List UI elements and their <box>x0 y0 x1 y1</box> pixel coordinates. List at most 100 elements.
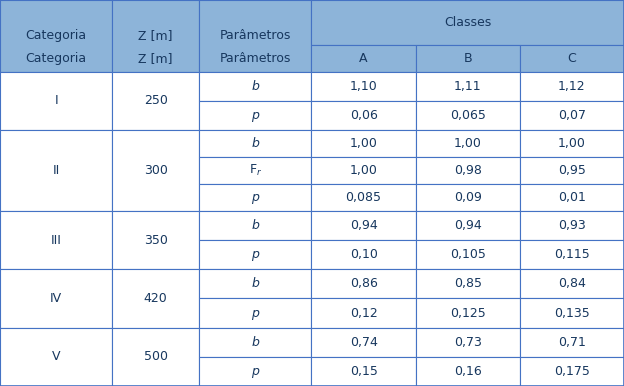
Bar <box>520 240 624 269</box>
Bar <box>112 269 199 328</box>
Text: Parâmetros: Parâmetros <box>220 29 291 42</box>
Bar <box>416 72 520 101</box>
Bar <box>520 157 624 184</box>
Text: 0,86: 0,86 <box>349 278 378 290</box>
Bar <box>311 45 416 72</box>
Bar <box>311 130 416 157</box>
Text: 0,10: 0,10 <box>349 248 378 261</box>
Bar <box>199 269 311 298</box>
Bar <box>0 269 112 328</box>
Bar <box>0 328 112 386</box>
Bar <box>416 157 520 184</box>
Bar <box>520 298 624 328</box>
Text: 1,00: 1,00 <box>349 164 378 177</box>
Bar <box>416 45 520 72</box>
Text: b: b <box>251 80 260 93</box>
Text: 0,01: 0,01 <box>558 191 586 204</box>
Bar <box>311 0 624 45</box>
Text: 1,00: 1,00 <box>454 137 482 150</box>
Text: 0,74: 0,74 <box>349 336 378 349</box>
Text: 0,06: 0,06 <box>349 109 378 122</box>
Text: III: III <box>51 234 62 247</box>
Text: 0,94: 0,94 <box>454 219 482 232</box>
Bar <box>520 101 624 130</box>
Bar <box>199 130 311 157</box>
Bar <box>199 240 311 269</box>
Bar <box>112 328 199 386</box>
Bar <box>199 72 311 101</box>
Text: 0,85: 0,85 <box>454 278 482 290</box>
Text: 0,94: 0,94 <box>349 219 378 232</box>
Text: p: p <box>251 365 260 378</box>
Bar <box>416 184 520 211</box>
Bar <box>416 269 520 298</box>
Text: IV: IV <box>50 292 62 305</box>
Text: b: b <box>251 278 260 290</box>
Text: 0,71: 0,71 <box>558 336 586 349</box>
Bar <box>520 45 624 72</box>
Text: 300: 300 <box>144 164 168 177</box>
Bar <box>112 0 199 72</box>
Bar <box>311 328 416 357</box>
Bar <box>520 211 624 240</box>
Text: 0,95: 0,95 <box>558 164 586 177</box>
Text: p: p <box>251 191 260 204</box>
Text: 0,175: 0,175 <box>554 365 590 378</box>
Bar <box>199 211 311 240</box>
Bar <box>311 298 416 328</box>
Bar <box>199 101 311 130</box>
Text: 1,10: 1,10 <box>349 80 378 93</box>
Bar <box>311 184 416 211</box>
Text: b: b <box>251 336 260 349</box>
Bar <box>416 240 520 269</box>
Bar <box>0 72 112 130</box>
Bar <box>311 240 416 269</box>
Bar <box>416 357 520 386</box>
Text: 350: 350 <box>144 234 168 247</box>
Text: p: p <box>251 306 260 320</box>
Bar <box>112 72 199 130</box>
Text: b: b <box>251 137 260 150</box>
Text: 0,135: 0,135 <box>554 306 590 320</box>
Bar <box>112 211 199 269</box>
Bar <box>199 298 311 328</box>
Text: Z [m]: Z [m] <box>139 52 173 65</box>
Text: 1,12: 1,12 <box>558 80 586 93</box>
Bar <box>520 130 624 157</box>
Text: Classes: Classes <box>444 16 491 29</box>
Bar <box>416 130 520 157</box>
Bar <box>416 328 520 357</box>
Bar <box>416 211 520 240</box>
Bar <box>520 184 624 211</box>
Text: p: p <box>251 248 260 261</box>
Text: 1,00: 1,00 <box>558 137 586 150</box>
Text: I: I <box>54 95 58 107</box>
Bar <box>520 328 624 357</box>
Text: A: A <box>359 52 368 65</box>
Text: 0,16: 0,16 <box>454 365 482 378</box>
Text: p: p <box>251 109 260 122</box>
Text: 0,84: 0,84 <box>558 278 586 290</box>
Text: V: V <box>52 350 61 363</box>
Text: 0,125: 0,125 <box>450 306 485 320</box>
Text: Z [m]: Z [m] <box>139 29 173 42</box>
Bar <box>311 357 416 386</box>
Bar <box>520 269 624 298</box>
Bar <box>199 0 311 72</box>
Bar <box>199 184 311 211</box>
Bar <box>520 72 624 101</box>
Text: F$_r$: F$_r$ <box>249 163 262 178</box>
Text: 0,93: 0,93 <box>558 219 586 232</box>
Text: II: II <box>52 164 60 177</box>
Text: 1,11: 1,11 <box>454 80 482 93</box>
Text: 420: 420 <box>144 292 168 305</box>
Bar <box>311 72 416 101</box>
Bar <box>0 0 112 72</box>
Bar <box>520 357 624 386</box>
Text: Categoria: Categoria <box>26 52 87 65</box>
Bar <box>311 211 416 240</box>
Bar <box>416 101 520 130</box>
Text: C: C <box>568 52 577 65</box>
Text: 500: 500 <box>144 350 168 363</box>
Bar <box>311 269 416 298</box>
